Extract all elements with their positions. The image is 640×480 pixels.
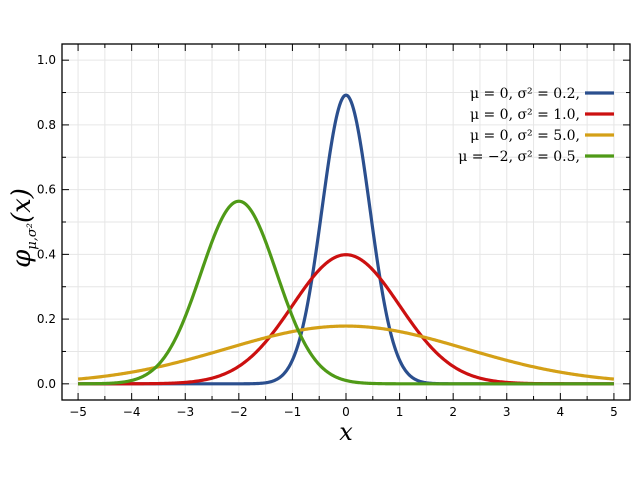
legend-label-2: μ = 0, σ² = 1.0, (470, 107, 580, 123)
y-tick-label: 0.0 (37, 377, 56, 391)
series-line-3 (77, 324, 615, 381)
ticks (62, 44, 630, 400)
x-tick-label: −3 (176, 405, 194, 419)
y-axis-label-arg: (x) (7, 188, 37, 223)
svg-text:φμ,σ²(x): φμ,σ²(x) (7, 188, 40, 268)
x-tick-label: 4 (557, 405, 565, 419)
x-tick-label: 1 (396, 405, 404, 419)
x-axis-label: x (339, 418, 353, 446)
y-axis-label-main: φ (7, 249, 37, 268)
legend: μ = 0, σ² = 0.2, μ = 0, σ² = 1.0, μ = 0, σ… (458, 86, 614, 165)
legend-label-1: μ = 0, σ² = 0.2, (470, 86, 580, 102)
y-tick-label: 0.8 (37, 118, 56, 132)
x-tick-labels: −5 −4 −3 −2 −1 0 1 2 3 4 5 (69, 405, 618, 419)
x-tick-label: −2 (230, 405, 248, 419)
y-tick-label: 0.4 (37, 247, 56, 261)
y-tick-label: 0.6 (37, 183, 56, 197)
curves (77, 93, 615, 386)
x-tick-label: 5 (610, 405, 618, 419)
y-tick-labels: 0.0 0.2 0.4 0.6 0.8 1.0 (37, 53, 56, 391)
y-axis-label: φμ,σ²(x) (7, 188, 40, 268)
y-tick-label: 1.0 (37, 53, 56, 67)
y-axis-label-sub: μ,σ² (25, 223, 40, 250)
y-tick-label: 0.2 (37, 312, 56, 326)
x-tick-label: −4 (123, 405, 141, 419)
legend-label-3: μ = 0, σ² = 5.0, (470, 128, 580, 144)
x-tick-label: 3 (503, 405, 511, 419)
series-line-4 (77, 199, 615, 386)
x-tick-label: 0 (342, 405, 350, 419)
x-tick-label: 2 (449, 405, 457, 419)
x-tick-label: −5 (69, 405, 87, 419)
legend-label-4: μ = −2, σ² = 0.5, (458, 149, 580, 165)
x-tick-label: −1 (284, 405, 302, 419)
